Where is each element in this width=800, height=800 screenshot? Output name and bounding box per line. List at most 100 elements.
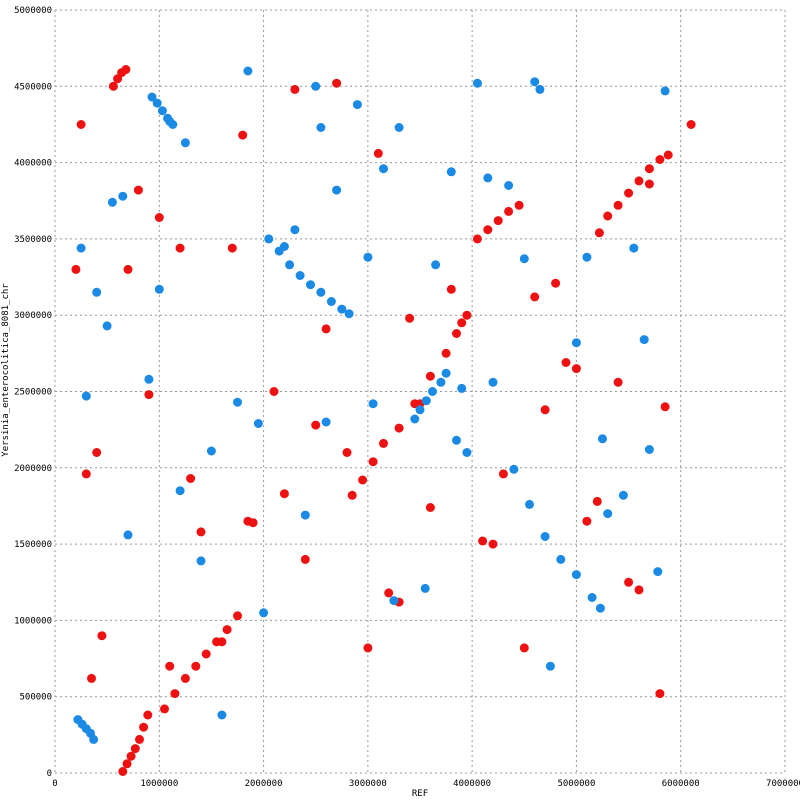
y-axis-ticks: 0 500000 1000000 1500000 2000000 2500000 30000… (14, 6, 52, 779)
forward-match-point (405, 313, 415, 323)
forward-match-point (425, 371, 435, 381)
forward-match-point (180, 673, 190, 683)
forward-match-point (582, 516, 592, 526)
reverse-match-point (540, 532, 550, 541)
forward-match-point (452, 329, 461, 338)
reverse-match-point (571, 570, 581, 580)
forward-match-point (358, 475, 368, 485)
forward-match-point (624, 577, 634, 587)
x-axis-title: REF (412, 789, 428, 799)
reverse-match-point (316, 287, 326, 297)
reverse-match-point (660, 86, 670, 96)
reverse-match-point (144, 374, 154, 384)
reverse-match-point (441, 368, 451, 378)
forward-match-point (135, 734, 144, 744)
reverse-match-point (295, 271, 305, 280)
forward-match-point (311, 420, 321, 430)
forward-match-point (663, 150, 673, 160)
reverse-match-point (420, 583, 430, 593)
y-tick-label: 4500000 (14, 82, 52, 92)
reverse-match-point (410, 414, 420, 424)
reverse-match-point (337, 304, 347, 314)
forward-match-point (624, 188, 634, 198)
y-tick-label: 1500000 (14, 540, 52, 550)
reverse-match-point (321, 417, 331, 427)
reverse-match-point (243, 66, 253, 76)
reverse-match-point (196, 556, 206, 566)
x-tick-label: 4000000 (453, 779, 491, 789)
reverse-match-point (76, 243, 86, 253)
forward-match-point (165, 661, 175, 671)
reverse-match-point (509, 464, 519, 474)
forward-match-point (279, 489, 289, 499)
forward-match-point (300, 554, 310, 564)
x-tick-label: 2000000 (245, 779, 283, 789)
forward-match-point (394, 423, 404, 433)
forward-match-point (498, 469, 508, 479)
y-tick-label: 1000000 (14, 616, 52, 626)
forward-match-point (290, 84, 300, 94)
reverse-match-point (603, 509, 613, 519)
reverse-match-point (436, 377, 446, 387)
reverse-match-point (154, 284, 164, 294)
forward-match-point (191, 661, 201, 671)
forward-match-point (446, 284, 456, 294)
forward-match-point (97, 631, 107, 641)
x-tick-label: 1000000 (140, 779, 178, 789)
forward-match-point (321, 324, 331, 334)
forward-match-point (201, 649, 211, 659)
forward-match-point (154, 213, 164, 222)
reverse-match-point (180, 138, 190, 148)
forward-match-point (551, 278, 561, 288)
reverse-match-point (462, 448, 472, 457)
x-tick-label: 6000000 (662, 779, 700, 789)
reverse-match-point (316, 123, 326, 132)
reverse-match-point (379, 164, 388, 174)
forward-match-point (478, 536, 488, 546)
forward-match-point (233, 611, 242, 621)
grid-lines (54, 9, 786, 774)
forward-match-point (160, 704, 169, 714)
reverse-match-point (107, 197, 117, 207)
reverse-match-point (457, 383, 467, 393)
forward-match-point (92, 448, 102, 457)
reverse-match-point (488, 377, 498, 387)
reverse-match-point (530, 77, 540, 87)
reverse-match-point (89, 734, 99, 744)
forward-match-point (248, 518, 258, 528)
reverse-match-point (175, 486, 185, 496)
forward-match-point (540, 405, 550, 415)
forward-match-point (379, 438, 388, 448)
reverse-match-point (306, 280, 315, 290)
forward-match-point (441, 348, 451, 358)
y-tick-label: 2500000 (14, 388, 52, 398)
forward-match-point (217, 637, 227, 647)
forward-match-point (118, 767, 128, 776)
forward-match-point (122, 759, 132, 769)
forward-match-point (514, 200, 524, 210)
forward-match-point (655, 155, 665, 164)
forward-match-point (613, 200, 623, 210)
y-tick-label: 0 (47, 769, 52, 779)
forward-match-point (457, 318, 467, 328)
reverse-match-point (344, 309, 354, 319)
forward-match-point (655, 689, 665, 699)
forward-match-point (126, 751, 136, 761)
reverse-match-point (389, 596, 399, 606)
reverse-match-point (206, 446, 216, 456)
x-tick-label: 5000000 (557, 779, 595, 789)
x-axis-ticks: 0 1000000 2000000 3000000 4000000 5000000 6000… (52, 779, 800, 789)
reverse-match-point (421, 396, 431, 406)
reverse-match-point (504, 181, 514, 190)
forward-match-point (488, 539, 498, 549)
forward-match-point (143, 710, 153, 720)
forward-match-point (139, 722, 149, 732)
reverse-match-point (102, 321, 112, 331)
reverse-match-point (92, 287, 102, 297)
reverse-match-point (452, 435, 461, 445)
reverse-match-point (582, 252, 592, 262)
forward-match-point (530, 292, 540, 302)
forward-match-point (594, 228, 604, 238)
